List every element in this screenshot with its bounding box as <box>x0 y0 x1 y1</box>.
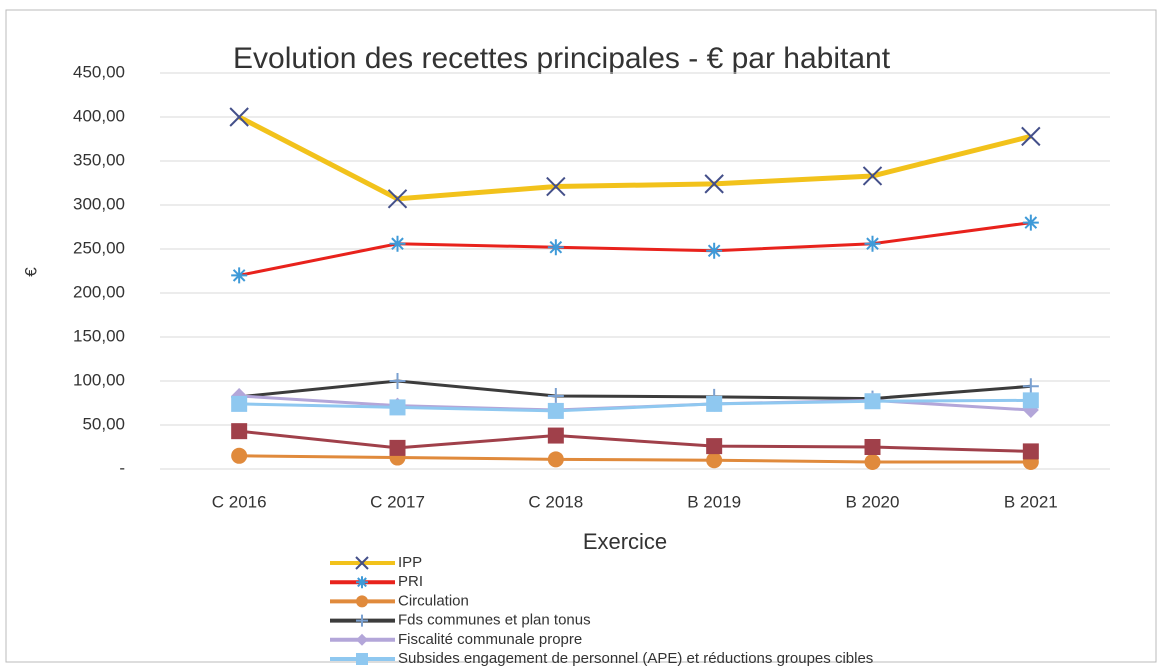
legend-label: PRI <box>398 573 423 590</box>
marker <box>1022 443 1039 460</box>
y-tick-label: 50,00 <box>82 414 125 433</box>
x-tick-label: C 2018 <box>528 492 583 511</box>
marker <box>864 439 881 455</box>
marker <box>864 235 881 252</box>
legend-label: Subsides engagement de personnel (APE) e… <box>398 650 873 667</box>
marker <box>356 633 368 646</box>
marker <box>389 235 406 252</box>
marker <box>1022 214 1039 231</box>
x-tick-label: B 2019 <box>687 492 741 511</box>
marker <box>229 107 249 127</box>
chart-title: Evolution des recettes principales - € p… <box>233 42 891 75</box>
marker <box>1022 392 1039 409</box>
x-tick-label: B 2020 <box>846 492 900 511</box>
x-tick-label: C 2016 <box>212 492 267 511</box>
series-line <box>239 454 1031 464</box>
marker <box>356 653 368 665</box>
y-tick-label: 150,00 <box>73 326 125 345</box>
marker <box>546 176 566 197</box>
y-tick-label: 300,00 <box>73 194 125 213</box>
y-tick-label: - <box>119 458 125 477</box>
marker <box>706 452 723 469</box>
marker <box>706 395 723 412</box>
marker <box>356 576 368 589</box>
y-axis-label: € <box>21 267 40 277</box>
series-line <box>238 221 1032 277</box>
series-line <box>238 114 1032 202</box>
y-tick-label: 250,00 <box>73 238 125 257</box>
legend-label: IPP <box>398 554 422 571</box>
marker <box>231 447 248 464</box>
marker <box>231 267 248 284</box>
y-tick-label: 450,00 <box>73 62 125 81</box>
x-tick-label: B 2021 <box>1004 492 1058 511</box>
x-tick-label: C 2017 <box>370 492 425 511</box>
marker <box>864 453 881 470</box>
marker <box>1022 378 1039 395</box>
marker <box>389 399 406 416</box>
x-axis-label: Exercice <box>583 529 667 554</box>
marker <box>547 387 564 404</box>
series-line <box>239 429 1031 453</box>
marker <box>355 556 369 570</box>
marker <box>231 395 248 412</box>
marker <box>356 595 368 608</box>
marker <box>704 174 724 194</box>
marker <box>862 166 883 186</box>
marker <box>231 423 248 440</box>
marker <box>389 439 406 456</box>
marker <box>356 614 368 627</box>
marker <box>547 451 564 468</box>
legend-label: Fds communes et plan tonus <box>398 612 591 629</box>
marker <box>864 393 881 410</box>
chart-border <box>5 9 1157 663</box>
y-tick-label: 100,00 <box>73 370 125 389</box>
marker <box>547 402 564 419</box>
marker <box>547 427 564 444</box>
marker <box>387 189 408 209</box>
y-tick-label: 200,00 <box>73 282 125 301</box>
series-line <box>239 398 1031 413</box>
marker <box>706 438 723 455</box>
marker <box>706 242 723 259</box>
marker <box>389 373 406 389</box>
legend-label: Fiscalité communale propre <box>398 631 582 648</box>
marker <box>547 239 564 256</box>
series-line <box>239 379 1031 401</box>
legend-label: Circulation <box>398 592 469 609</box>
y-tick-label: 350,00 <box>73 150 125 169</box>
y-tick-label: 400,00 <box>73 106 125 125</box>
marker <box>1021 126 1041 147</box>
